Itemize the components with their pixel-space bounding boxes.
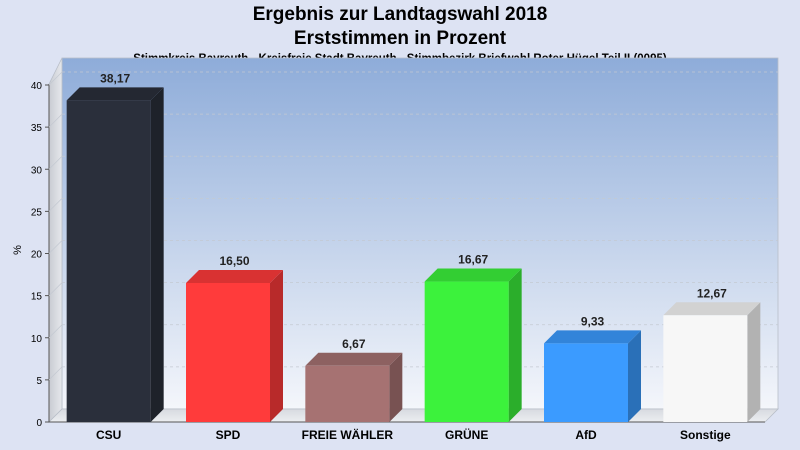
bar-side xyxy=(747,302,761,422)
x-tick-label: AfD xyxy=(575,428,597,442)
bar-side xyxy=(508,268,522,422)
y-tick-label: 25 xyxy=(31,207,43,218)
bar-front xyxy=(663,315,748,422)
y-tick-label: 30 xyxy=(31,165,43,176)
bar-side xyxy=(628,330,641,422)
bar-side xyxy=(389,352,403,422)
bar-value-label: 6,67 xyxy=(342,337,366,351)
bar-value-label: 9,33 xyxy=(581,314,605,328)
plot-background xyxy=(61,57,779,410)
bar-sonstige xyxy=(663,302,761,422)
bar-value-label: 16,67 xyxy=(458,253,488,267)
bar-value-label: 16,50 xyxy=(219,254,249,268)
bar-front xyxy=(424,281,509,422)
bar-top xyxy=(186,269,283,283)
x-tick-label: SPD xyxy=(216,428,241,442)
y-tick-label: 0 xyxy=(36,418,42,429)
bar-side xyxy=(150,87,164,422)
bar-front xyxy=(186,282,270,422)
gridline-diagonal xyxy=(48,324,63,339)
bar-top xyxy=(663,302,761,316)
bar-csu xyxy=(66,87,164,422)
chart-subtitle: Erststimmen in Prozent xyxy=(293,28,507,49)
x-tick-label: GRÜNE xyxy=(445,427,488,442)
y-tick-label: 40 xyxy=(31,81,43,92)
bar-top xyxy=(305,352,403,366)
gridline-diagonal xyxy=(48,155,63,170)
bar-top xyxy=(544,330,641,344)
y-tick-label: 5 xyxy=(36,376,42,387)
chart-title: Ergebnis zur Landtagswahl 2018 xyxy=(252,4,548,25)
bar-value-label: 38,17 xyxy=(100,71,130,85)
bar-top xyxy=(424,268,522,282)
gridline-diagonal xyxy=(48,113,63,128)
gridline-diagonal xyxy=(48,366,63,381)
y-tick-label: 15 xyxy=(31,292,43,303)
bar-side xyxy=(270,269,283,422)
y-axis-label: % xyxy=(12,245,24,255)
bar-value-label: 12,67 xyxy=(697,286,727,300)
bar-afd xyxy=(544,330,641,422)
bar-freie-wähler xyxy=(305,352,403,422)
x-tick-label: Sonstige xyxy=(680,428,731,442)
x-tick-label: CSU xyxy=(96,428,121,442)
gridline-diagonal xyxy=(48,240,63,254)
bar-grüne xyxy=(424,268,522,422)
gridline-diagonal xyxy=(48,198,63,212)
gridline-diagonal xyxy=(48,282,63,296)
gridline-diagonal xyxy=(48,71,63,86)
bar-top xyxy=(66,87,164,101)
y-tick-label: 20 xyxy=(31,250,43,261)
x-tick-label: FREIE WÄHLER xyxy=(302,427,394,442)
plot-left-wall xyxy=(48,57,63,423)
bar-spd xyxy=(186,269,283,422)
y-tick-label: 35 xyxy=(31,123,43,134)
bar-front xyxy=(305,365,390,422)
bar-front xyxy=(66,100,151,422)
bar-front xyxy=(544,343,628,422)
y-tick-label: 10 xyxy=(31,334,43,345)
